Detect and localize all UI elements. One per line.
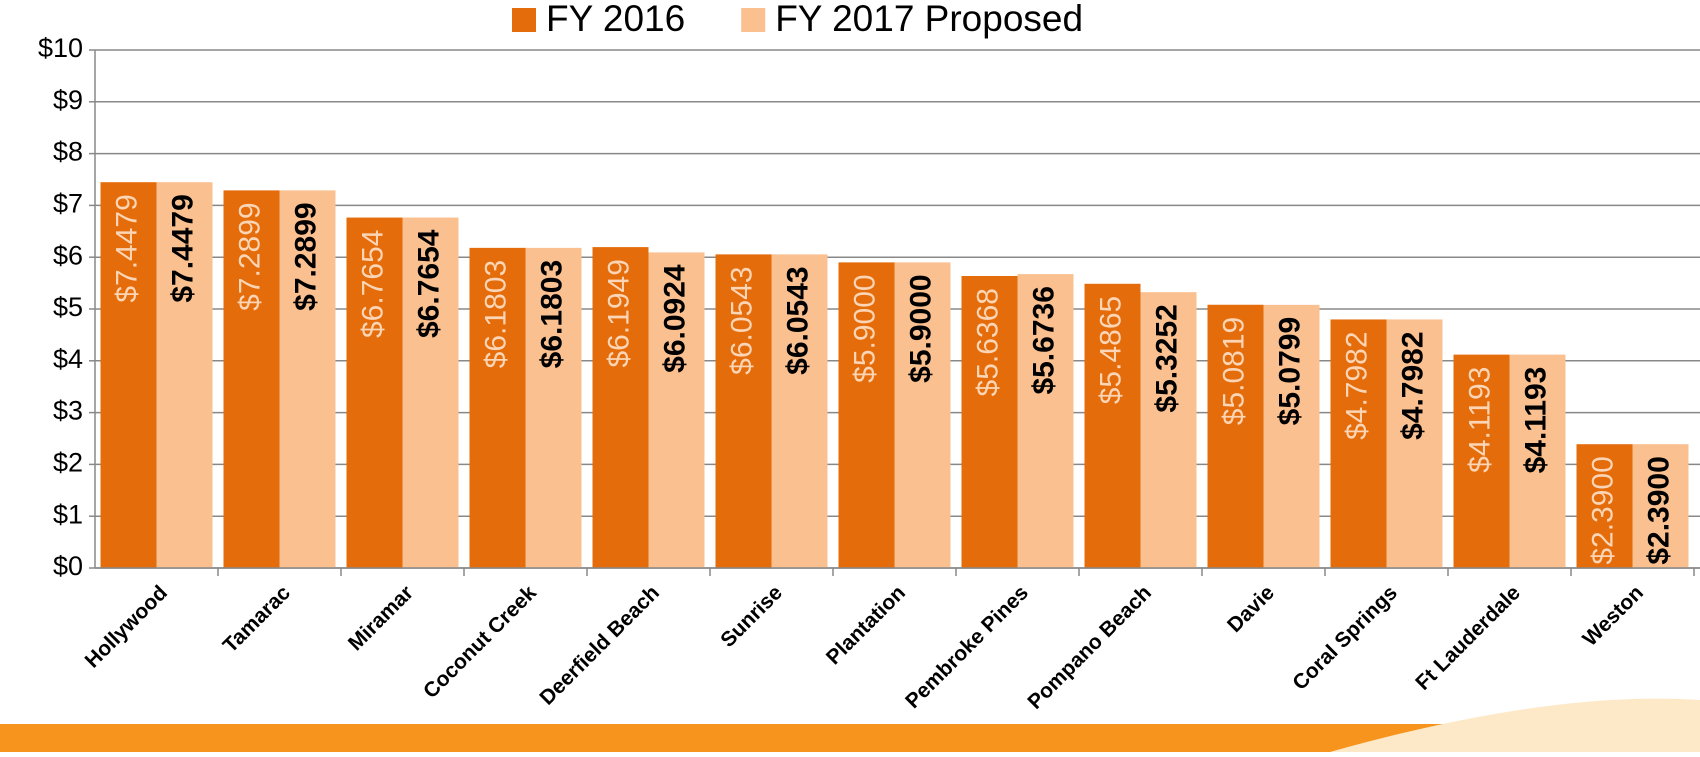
- y-tick-label: $7: [53, 189, 83, 219]
- bar: [894, 262, 951, 568]
- x-tick-label: Coconut Creek: [419, 581, 541, 703]
- bar: [838, 262, 895, 568]
- bar: [1017, 274, 1074, 568]
- data-label: $6.7654: [356, 230, 389, 338]
- bar: [1207, 304, 1264, 568]
- data-label: $2.3900: [1586, 456, 1619, 564]
- data-label: $7.2899: [233, 202, 266, 310]
- data-label: $6.1803: [479, 260, 512, 368]
- bar: [1632, 444, 1689, 568]
- x-tick-label: Pompano Beach: [1023, 581, 1156, 714]
- y-tick-label: $10: [38, 33, 83, 63]
- bar: [715, 254, 772, 568]
- y-tick-label: $3: [53, 396, 83, 426]
- data-label: $6.7654: [412, 229, 445, 338]
- x-tick-label: Hollywood: [81, 581, 172, 672]
- y-tick-label: $1: [53, 499, 83, 529]
- x-tick-label: Plantation: [822, 581, 910, 669]
- data-label: $5.0799: [1273, 317, 1306, 425]
- bar: [1084, 283, 1141, 568]
- y-tick-label: $0: [53, 551, 83, 581]
- bar: [156, 182, 213, 568]
- legend-swatch: [512, 8, 536, 32]
- data-label: $4.7982: [1340, 331, 1373, 439]
- data-label: $6.1803: [535, 260, 568, 368]
- data-label: $5.9000: [848, 274, 881, 382]
- y-tick-label: $5: [53, 292, 83, 322]
- data-label: $5.6736: [1027, 286, 1060, 394]
- bar: [346, 217, 403, 568]
- bar: [1140, 292, 1197, 568]
- data-label: $7.4479: [166, 194, 199, 302]
- bar: [1453, 354, 1510, 568]
- y-tick-label: $6: [53, 240, 83, 270]
- data-label: $5.0819: [1217, 317, 1250, 425]
- data-label: $7.4479: [110, 194, 143, 302]
- x-tick-label: Sunrise: [716, 581, 787, 652]
- data-label: $6.0543: [725, 266, 758, 374]
- x-tick-label: Pembroke Pines: [901, 581, 1033, 713]
- legend-label: FY 2016: [546, 0, 685, 39]
- x-tick-label: Deerfield Beach: [535, 581, 664, 710]
- legend-swatch: [741, 8, 766, 32]
- bar: [402, 217, 459, 568]
- legend-label: FY 2017 Proposed: [775, 0, 1083, 39]
- data-label: $5.6368: [971, 288, 1004, 396]
- y-tick-label: $2: [53, 448, 83, 478]
- data-label: $5.9000: [904, 274, 937, 382]
- data-label: $4.1193: [1463, 367, 1496, 473]
- x-tick-label: Coral Springs: [1288, 581, 1402, 695]
- x-tick-label: Miramar: [344, 581, 418, 655]
- data-label: $4.7982: [1396, 331, 1429, 439]
- y-tick-label: $9: [53, 85, 83, 115]
- bar: [1576, 444, 1633, 568]
- data-label: $6.0924: [658, 264, 691, 373]
- data-label: $6.1949: [602, 259, 635, 367]
- bar: [223, 190, 280, 568]
- bar: [100, 182, 157, 568]
- bar: [961, 276, 1018, 568]
- data-label: $5.3252: [1150, 304, 1183, 412]
- bar: [648, 252, 705, 568]
- bar: [1263, 304, 1320, 568]
- bar: [279, 190, 336, 568]
- y-tick-label: $8: [53, 137, 83, 167]
- x-tick-label: Tamarac: [219, 581, 295, 657]
- data-label: $2.3900: [1642, 456, 1675, 564]
- bar: [1509, 354, 1566, 568]
- bar: [525, 247, 582, 568]
- y-tick-label: $4: [53, 344, 83, 374]
- x-tick-label: Ft Lauderdale: [1411, 581, 1525, 695]
- bar: [771, 254, 828, 568]
- bar: [1386, 319, 1443, 568]
- bar: [469, 247, 526, 568]
- data-label: $7.2899: [289, 202, 322, 310]
- x-tick-label: Weston: [1578, 581, 1648, 651]
- bar: [592, 247, 649, 568]
- data-label: $5.4865: [1094, 296, 1127, 404]
- x-tick-label: Davie: [1223, 581, 1279, 637]
- data-label: $4.1193: [1519, 367, 1552, 474]
- data-label: $6.0543: [781, 266, 814, 374]
- logo-swoosh: [1330, 698, 1700, 752]
- bar: [1330, 319, 1387, 568]
